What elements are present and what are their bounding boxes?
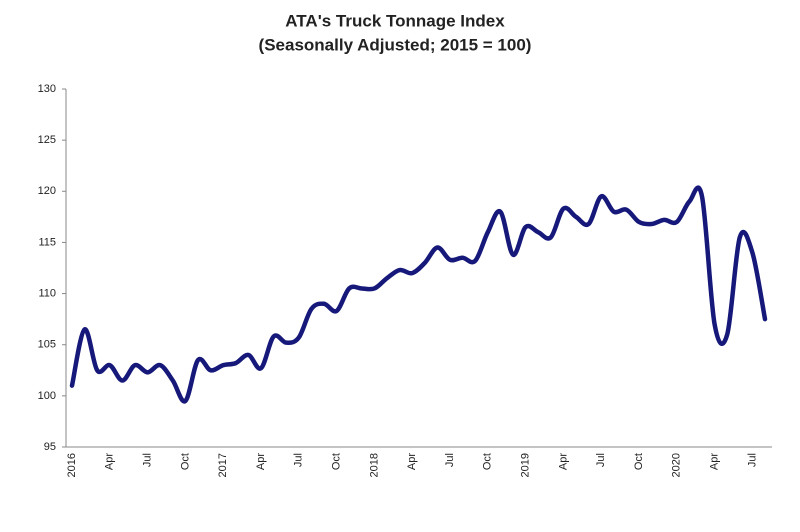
chart-subtitle: (Seasonally Adjusted; 2015 = 100) <box>259 35 532 54</box>
y-tick-label: 95 <box>44 441 56 453</box>
x-tick-label: Jul <box>293 453 305 467</box>
x-tick-label: 2018 <box>368 453 380 477</box>
x-tick-label: Apr <box>255 453 267 470</box>
y-tick-label: 130 <box>38 83 56 95</box>
y-tick-label: 110 <box>38 287 56 299</box>
x-tick-label: Oct <box>633 453 645 470</box>
x-tick-label: Oct <box>482 453 494 470</box>
x-tick-label: 2017 <box>217 453 229 477</box>
x-tick-label: Oct <box>331 453 343 470</box>
x-tick-label: Apr <box>557 453 569 470</box>
x-tick-label: Oct <box>179 453 191 470</box>
x-tick-label: Apr <box>709 453 721 470</box>
x-tick-label: Jul <box>595 453 607 467</box>
y-tick-label: 115 <box>38 236 56 248</box>
x-tick-label: Jul <box>142 453 154 467</box>
y-tick-label: 100 <box>38 390 56 402</box>
x-tick-label: 2016 <box>66 453 78 477</box>
chart-title: ATA's Truck Tonnage Index <box>285 11 505 30</box>
x-tick-label: Apr <box>104 453 116 470</box>
x-tick-label: 2019 <box>520 453 532 477</box>
x-tick-label: Jul <box>444 453 456 467</box>
y-tick-label: 105 <box>38 339 56 351</box>
y-tick-label: 125 <box>38 134 56 146</box>
x-tick-label: Jul <box>746 453 758 467</box>
y-tick-label: 120 <box>38 185 56 197</box>
data-line <box>69 185 768 404</box>
x-tick-label: Apr <box>406 453 418 470</box>
x-tick-label: 2020 <box>671 453 683 477</box>
